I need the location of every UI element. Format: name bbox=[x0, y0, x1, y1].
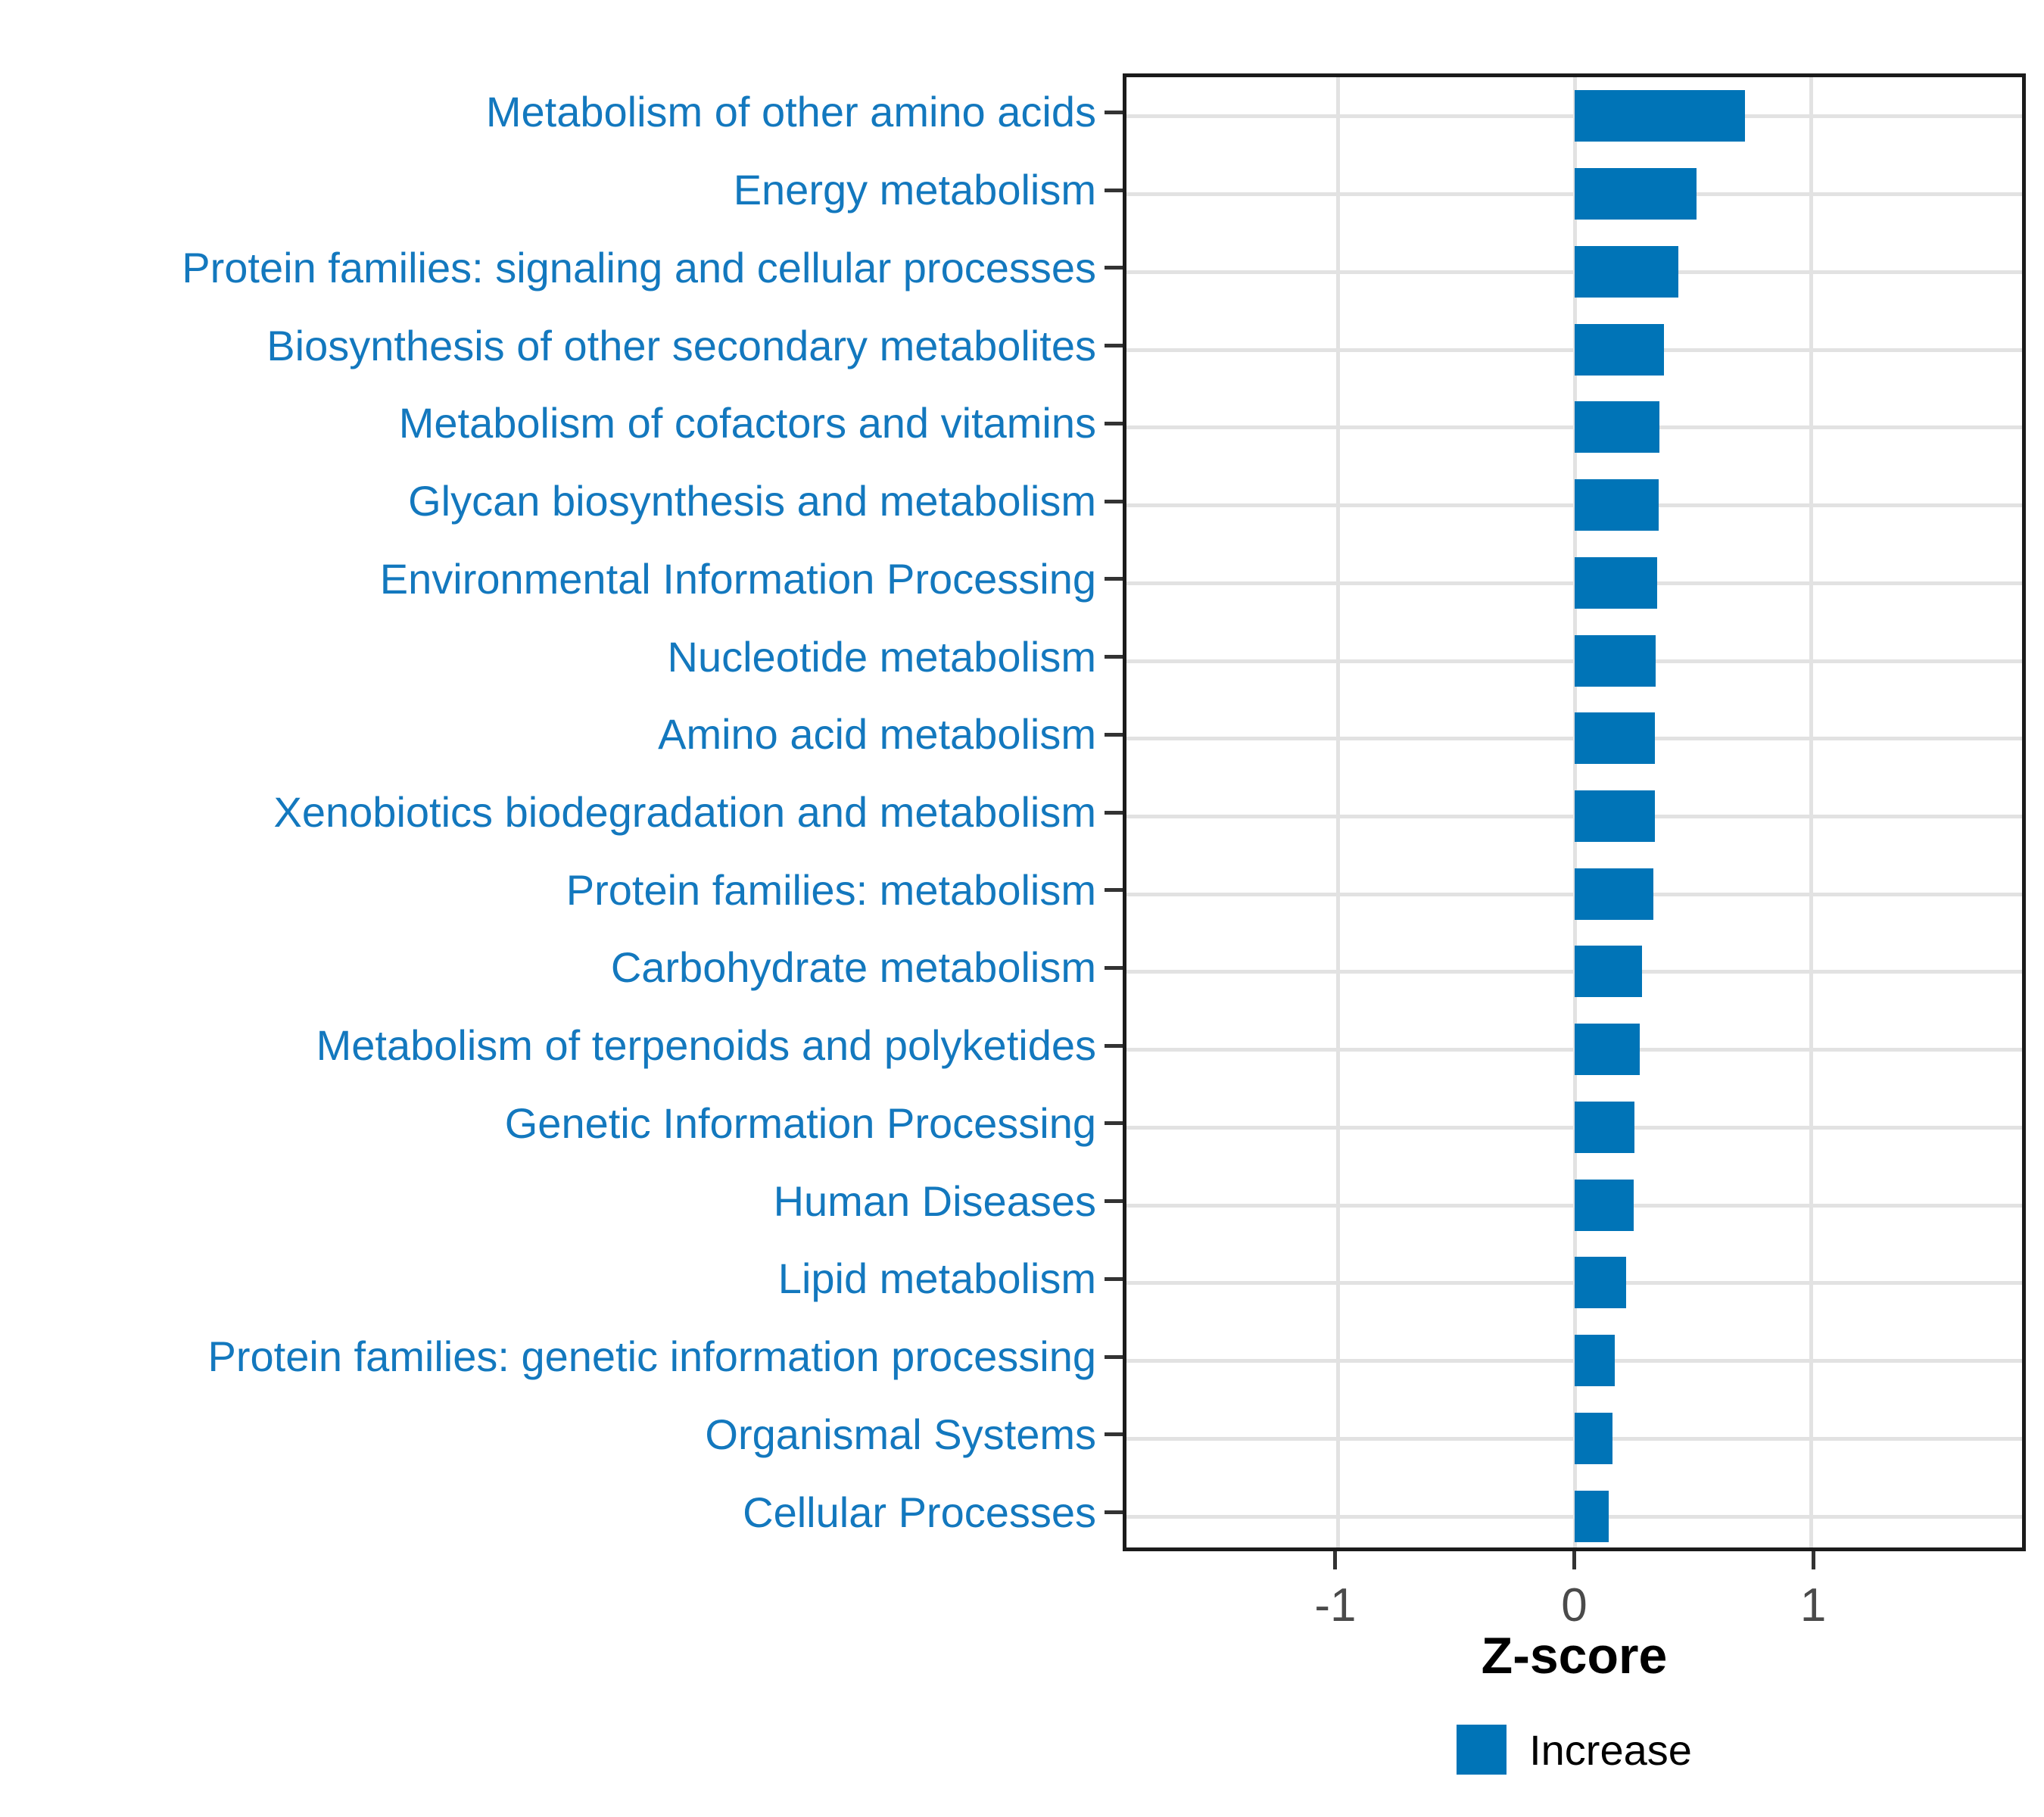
y-tick bbox=[1105, 499, 1123, 503]
bar bbox=[1574, 1179, 1634, 1231]
bar bbox=[1574, 1024, 1640, 1076]
bar bbox=[1574, 946, 1642, 998]
y-tick bbox=[1105, 1121, 1123, 1126]
y-axis-label: Energy metabolism bbox=[733, 166, 1096, 214]
bar bbox=[1574, 1412, 1612, 1464]
y-tick bbox=[1105, 655, 1123, 659]
y-tick bbox=[1105, 732, 1123, 737]
y-axis-label: Protein families: signaling and cellular… bbox=[182, 243, 1096, 291]
bar bbox=[1574, 90, 1745, 142]
y-tick bbox=[1105, 577, 1123, 581]
bar bbox=[1574, 712, 1655, 765]
x-tick bbox=[1333, 1551, 1338, 1569]
bar bbox=[1574, 634, 1656, 687]
y-tick bbox=[1105, 1354, 1123, 1359]
y-tick bbox=[1105, 888, 1123, 893]
y-axis-label: Environmental Information Processing bbox=[379, 554, 1096, 603]
y-axis-label: Nucleotide metabolism bbox=[667, 632, 1096, 681]
y-tick bbox=[1105, 1199, 1123, 1204]
y-axis-label: Carbohydrate metabolism bbox=[610, 943, 1096, 992]
bar bbox=[1574, 1257, 1627, 1309]
bar bbox=[1574, 868, 1654, 920]
y-axis-label: Organismal Systems bbox=[705, 1410, 1096, 1458]
bar bbox=[1574, 790, 1655, 842]
bar bbox=[1574, 1335, 1615, 1387]
x-tick-label: 0 bbox=[1561, 1579, 1588, 1632]
y-axis-label: Human Diseases bbox=[773, 1177, 1096, 1225]
y-axis-label: Glycan biosynthesis and metabolism bbox=[408, 477, 1096, 525]
y-tick bbox=[1105, 1276, 1123, 1281]
bar bbox=[1574, 401, 1660, 453]
bar bbox=[1574, 323, 1665, 376]
y-tick bbox=[1105, 1510, 1123, 1515]
y-tick bbox=[1105, 1432, 1123, 1437]
bar bbox=[1574, 556, 1658, 609]
y-tick bbox=[1105, 110, 1123, 114]
y-tick bbox=[1105, 965, 1123, 970]
bar bbox=[1574, 1101, 1635, 1153]
x-tick bbox=[1572, 1551, 1576, 1569]
y-axis-label: Amino acid metabolism bbox=[658, 710, 1096, 759]
y-tick bbox=[1105, 188, 1123, 192]
legend-label: Increase bbox=[1529, 1725, 1692, 1774]
y-axis-label: Protein families: metabolism bbox=[566, 865, 1096, 914]
legend-key-swatch bbox=[1457, 1725, 1507, 1775]
bar bbox=[1574, 479, 1659, 531]
x-tick bbox=[1811, 1551, 1815, 1569]
y-axis-label: Metabolism of cofactors and vitamins bbox=[398, 399, 1096, 447]
y-tick bbox=[1105, 266, 1123, 270]
chart-panel bbox=[1123, 73, 2026, 1551]
x-axis-title: Z-score bbox=[1481, 1627, 1668, 1685]
bar bbox=[1574, 245, 1679, 298]
y-axis-label: Genetic Information Processing bbox=[504, 1099, 1096, 1147]
x-tick-label: 1 bbox=[1799, 1579, 1827, 1632]
y-axis-label: Biosynthesis of other secondary metaboli… bbox=[266, 321, 1096, 369]
y-axis-label: Protein families: genetic information pr… bbox=[207, 1332, 1096, 1381]
x-tick-label: -1 bbox=[1314, 1579, 1357, 1632]
y-axis-label: Metabolism of terpenoids and polyketides bbox=[316, 1021, 1096, 1070]
y-axis-label: Cellular Processes bbox=[743, 1488, 1096, 1536]
y-tick bbox=[1105, 1043, 1123, 1048]
y-tick bbox=[1105, 810, 1123, 815]
y-tick bbox=[1105, 421, 1123, 425]
bar bbox=[1574, 1490, 1609, 1542]
y-axis-label: Xenobiotics biodegradation and metabolis… bbox=[273, 788, 1096, 836]
y-axis-label: Metabolism of other amino acids bbox=[485, 88, 1096, 136]
legend: Increase bbox=[1123, 1725, 2026, 1775]
bar bbox=[1574, 168, 1697, 220]
x-gridline bbox=[1809, 77, 1814, 1547]
y-tick bbox=[1105, 344, 1123, 348]
y-axis-label: Lipid metabolism bbox=[777, 1254, 1096, 1303]
x-gridline bbox=[1335, 77, 1340, 1547]
